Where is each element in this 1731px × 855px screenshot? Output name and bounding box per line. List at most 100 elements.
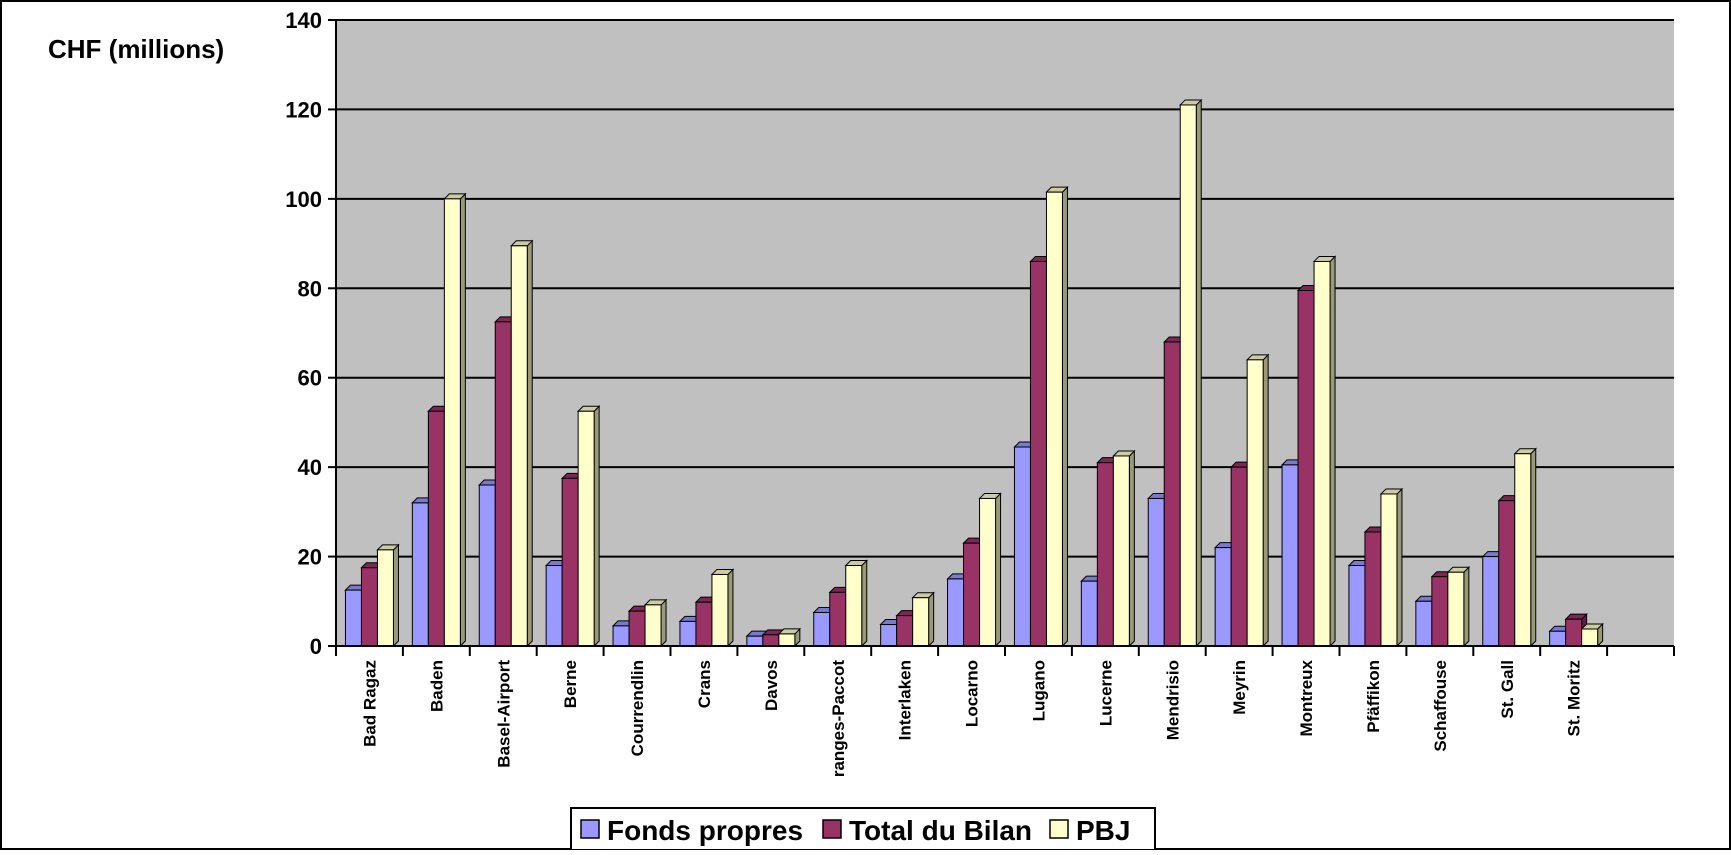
bar-front xyxy=(1013,446,1031,647)
y-tick-label: 100 xyxy=(285,187,322,212)
bar-front xyxy=(845,565,863,647)
bar-front xyxy=(612,625,630,647)
legend-label: Total du Bilan xyxy=(849,815,1032,846)
x-tick-label: Courrendlin xyxy=(628,660,647,756)
bar-front xyxy=(360,567,378,647)
bar-front xyxy=(1364,531,1382,647)
bar-front xyxy=(947,578,965,647)
bar xyxy=(643,598,668,648)
bar xyxy=(1179,98,1203,648)
bar xyxy=(710,568,735,648)
bar xyxy=(844,559,868,648)
bar-side xyxy=(1061,185,1068,648)
bar-front xyxy=(829,591,847,647)
bar-side xyxy=(1195,98,1202,648)
bar-front xyxy=(1045,191,1063,647)
y-axis-unit-label: CHF (millions) xyxy=(48,34,224,64)
bar-front xyxy=(1179,104,1197,647)
bar-side xyxy=(727,568,734,648)
bar-front xyxy=(762,634,780,647)
y-tick-label: 40 xyxy=(298,455,322,480)
bar xyxy=(1245,353,1270,648)
bar-front xyxy=(1147,497,1165,647)
bar-side xyxy=(459,192,466,648)
bar-side xyxy=(1262,353,1269,648)
bar-side xyxy=(995,492,1002,648)
bar xyxy=(1312,255,1337,648)
bar-front xyxy=(813,611,831,647)
bar-side xyxy=(1329,255,1336,648)
bar-front xyxy=(427,410,445,647)
bar xyxy=(1580,622,1604,648)
bar-front xyxy=(1514,453,1532,647)
bar-side xyxy=(1396,487,1403,648)
bar-front xyxy=(1348,565,1366,647)
y-tick-label: 20 xyxy=(298,545,322,570)
bar-front xyxy=(963,542,981,647)
bar-front xyxy=(1297,290,1315,647)
bar-front xyxy=(896,615,914,647)
bar-front xyxy=(376,549,394,647)
bar-front xyxy=(1482,556,1500,647)
bar xyxy=(1112,449,1136,648)
bar-front xyxy=(1080,580,1098,647)
bar-front xyxy=(1230,466,1248,647)
x-tick-label: Davos xyxy=(762,660,781,711)
bar-front xyxy=(1431,576,1449,647)
bar-front xyxy=(1498,500,1516,647)
bar-front xyxy=(478,484,496,647)
bar xyxy=(576,405,601,648)
legend-swatch xyxy=(822,819,842,839)
x-tick-label: ranges-Paccot xyxy=(829,660,848,777)
bar-front xyxy=(695,601,713,647)
legend-swatch xyxy=(580,819,600,839)
x-tick-label: St. Gall xyxy=(1498,660,1517,719)
legend: Fonds propres Total du Bilan PBJ xyxy=(570,807,1156,851)
bar-front xyxy=(1246,359,1264,647)
x-tick-label: St. Moritz xyxy=(1565,660,1584,737)
x-tick-label: Baden xyxy=(427,660,446,712)
gridlines xyxy=(328,19,1674,647)
x-tick-label: Berne xyxy=(561,660,580,708)
bar-front xyxy=(880,624,898,647)
bar-front xyxy=(1313,260,1331,647)
bar xyxy=(376,543,400,648)
bar-front xyxy=(1415,600,1433,647)
bar-front xyxy=(1380,493,1398,647)
bar-front xyxy=(510,245,528,647)
bar-front xyxy=(912,597,930,647)
x-tick-label: Bad Ragaz xyxy=(360,660,379,747)
y-tick-label: 120 xyxy=(285,97,322,122)
bar xyxy=(510,239,534,648)
y-tick-labels: 0 20 40 60 80 100 120 140 xyxy=(285,8,322,659)
x-tick-label: Lugano xyxy=(1029,660,1048,721)
y-tick-label: 80 xyxy=(298,276,322,301)
x-tick-label: Interlaken xyxy=(896,660,915,740)
bar xyxy=(777,627,802,648)
bar-side xyxy=(660,598,667,648)
y-tick-label: 60 xyxy=(298,366,322,391)
x-tick-labels: Bad Ragaz Baden Basel-Airport Berne Courrend… xyxy=(360,659,1583,777)
bar xyxy=(1446,566,1471,648)
bar-front xyxy=(1096,462,1114,647)
bar-front xyxy=(1447,571,1465,647)
bar-side xyxy=(526,239,533,648)
bar-front xyxy=(443,198,461,647)
bar xyxy=(1045,185,1069,648)
bar-front xyxy=(1565,618,1583,647)
bar-front xyxy=(577,410,595,647)
bar-front xyxy=(1112,455,1130,647)
bar-side xyxy=(593,405,600,648)
bar-front xyxy=(778,633,796,647)
x-tick-label: Meyrin xyxy=(1230,660,1249,715)
bar-front xyxy=(979,497,997,647)
bar-front xyxy=(1549,630,1567,647)
bar-front xyxy=(1163,341,1181,647)
bar-side xyxy=(928,591,935,648)
x-tick-label: Basel-Airport xyxy=(494,660,513,768)
legend-label: PBJ xyxy=(1076,815,1130,846)
bar-front xyxy=(344,589,362,647)
bar xyxy=(911,591,935,648)
